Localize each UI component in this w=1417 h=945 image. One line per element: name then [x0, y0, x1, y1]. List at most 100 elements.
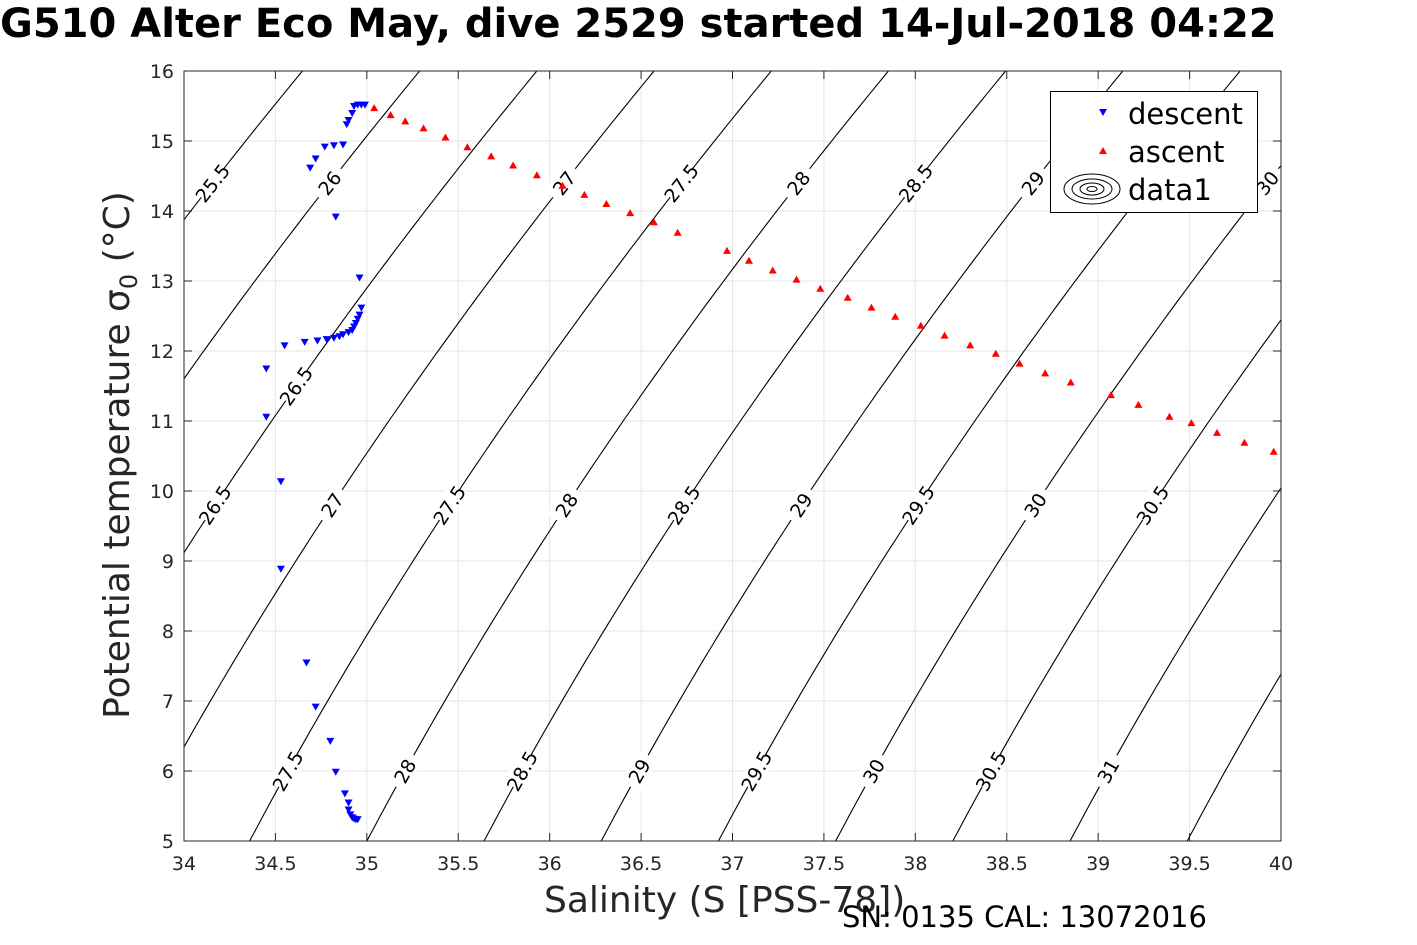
descent-point	[322, 336, 331, 344]
y-tick-label: 12	[150, 341, 174, 363]
contour-label: 26.5	[276, 363, 318, 410]
ascent-point	[1213, 428, 1222, 436]
contour-label-bg	[430, 483, 469, 527]
x-tick-label: 37	[720, 853, 744, 875]
descent-point	[311, 703, 320, 711]
ascent-point	[991, 349, 1000, 357]
x-tick-label: 35.5	[437, 853, 479, 875]
descent-point	[300, 338, 309, 346]
descent-point	[353, 816, 362, 824]
x-tick-label: 39.5	[1168, 853, 1210, 875]
descent-point	[344, 117, 353, 124]
isopycnal-line	[366, 71, 889, 841]
descent-point	[339, 141, 348, 149]
legend-marker-descent	[1099, 109, 1107, 116]
legend-label-descent: descent	[1128, 97, 1243, 131]
contour-label: 30.5	[1133, 482, 1175, 529]
contour-label-bg	[195, 483, 235, 527]
contour-label-bg	[386, 749, 424, 793]
x-axis-label: Salinity (S [PSS-78])	[544, 880, 906, 921]
isopycnal-line	[483, 71, 1007, 841]
ascent-point	[532, 171, 541, 179]
y-tick-label: 13	[150, 271, 174, 293]
legend-item-data1: data1	[1051, 170, 1257, 208]
contour-label-bg	[544, 162, 584, 204]
y-axis-label: Potential temperature σ0 (°C)	[97, 191, 143, 719]
contour-label-bg	[192, 162, 233, 204]
ascent-point	[1269, 447, 1278, 455]
isopycnal-line	[184, 71, 303, 221]
ascent-point	[1041, 369, 1050, 377]
calibration-footer: SN: 0135 CAL: 13072016	[842, 900, 1207, 934]
descent-point	[280, 342, 289, 350]
ascent-point	[843, 293, 852, 301]
legend-item-ascent: ascent	[1051, 132, 1257, 170]
isopycnal-line	[1069, 487, 1281, 841]
ascent-point	[1106, 391, 1115, 399]
ascent-point	[401, 117, 410, 125]
descent-point	[353, 315, 362, 323]
y-axis-label-subscript: 0	[115, 273, 144, 290]
contour-label: 28.5	[664, 482, 706, 529]
isopycnal-line	[1186, 673, 1281, 841]
descent-point	[355, 311, 364, 319]
contour-label: 27.5	[660, 160, 703, 207]
contour-label: 29.5	[898, 482, 940, 529]
contour-label-bg	[309, 162, 350, 204]
ascent-point	[580, 190, 589, 198]
ascent-point	[1165, 412, 1174, 420]
descent-point	[340, 790, 349, 798]
contour-label-bg	[1133, 483, 1172, 527]
ascent-point	[723, 246, 732, 254]
isopycnal-line	[184, 71, 421, 380]
ascent-point	[558, 181, 567, 189]
ascent-point	[744, 256, 753, 264]
ascent-point	[419, 124, 428, 132]
x-tick-label: 38.5	[986, 853, 1028, 875]
descent-point	[326, 737, 335, 745]
ascent-point	[626, 209, 635, 217]
x-tick-label: 34.5	[254, 853, 296, 875]
ascent-point	[673, 228, 682, 236]
chart-title: G510 Alter Eco May, dive 2529 started 14…	[0, 1, 1277, 47]
data-points	[262, 101, 1278, 824]
contour-label-bg	[855, 749, 893, 793]
descent-point	[361, 101, 370, 109]
descent-point	[276, 478, 285, 486]
x-tick-label: 40	[1269, 853, 1293, 875]
y-tick-label: 8	[162, 621, 174, 643]
descent-point	[348, 327, 357, 334]
ascent-point	[1240, 438, 1249, 446]
legend-label-ascent: ascent	[1128, 135, 1225, 169]
contour-label-bg	[620, 749, 658, 793]
ascent-point	[891, 312, 900, 320]
y-tick-label: 5	[162, 831, 174, 853]
x-tick-label: 36.5	[620, 853, 662, 875]
x-tick-label: 36	[538, 853, 562, 875]
ascent-point	[792, 275, 801, 283]
contour-label-bg	[972, 749, 1010, 793]
descent-point	[262, 413, 271, 421]
ascent-point	[441, 133, 450, 141]
legend-item-descent: descent	[1051, 94, 1257, 132]
y-tick-label: 9	[162, 551, 174, 573]
contour-label: 27.5	[429, 482, 471, 529]
isopycnal-line	[184, 71, 538, 554]
contour-label-bg	[503, 749, 541, 793]
ascent-point	[1134, 400, 1143, 408]
ascent-point	[966, 341, 975, 349]
descent-point	[339, 331, 348, 339]
contour-label-bg	[276, 364, 316, 408]
descent-point	[262, 365, 271, 373]
descent-point	[306, 164, 315, 172]
contour-label-bg	[1016, 483, 1055, 527]
ascent-point	[370, 104, 379, 112]
ascent-point	[816, 284, 825, 292]
x-tick-label: 35	[355, 853, 379, 875]
y-tick-label: 10	[150, 481, 174, 503]
density-contours	[184, 71, 1281, 841]
x-tick-label: 34	[172, 853, 196, 875]
ascent-point	[867, 303, 876, 311]
contour-labels: 25.5262727.52828.52929.53026.526.52727.5…	[192, 160, 1288, 795]
